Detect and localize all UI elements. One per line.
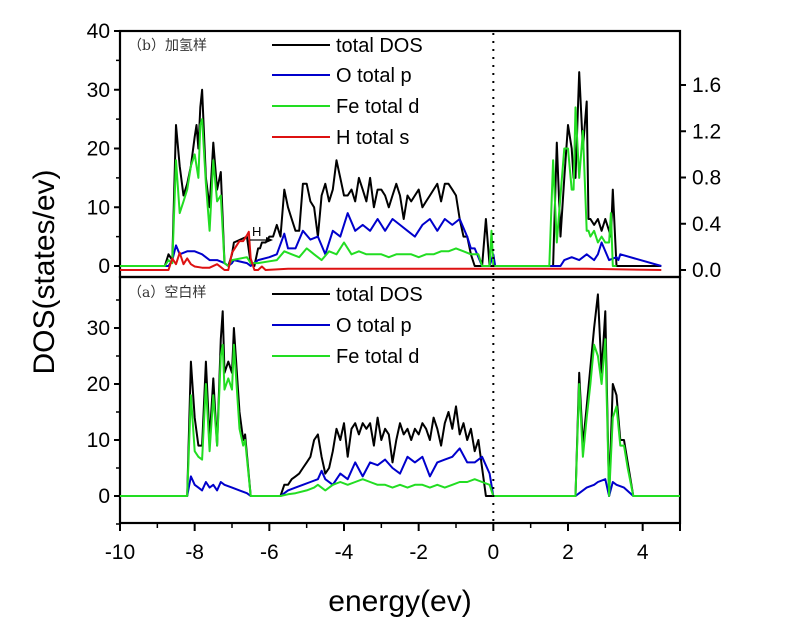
y-tick-label-a: 10 [87,429,110,452]
x-tick-label: -2 [409,541,428,564]
right-y-tick-label: 0.0 [692,259,721,282]
series-b-fe-total-d [120,106,617,267]
x-axis-title: energy(ev) [328,585,471,617]
right-y-tick-label: 0.4 [692,213,722,236]
legend-a-label-2: Fe total d [336,346,419,368]
x-tick-label: -6 [260,541,279,564]
legend-b-label-0: total DOS [336,35,423,57]
y-tick-label-b: 20 [87,138,110,161]
series-a-o-total-p [120,447,680,497]
series-b-o-total-p [120,212,662,267]
x-tick-label: 0 [487,541,499,564]
right-y-tick-label: 1.2 [692,120,721,143]
x-tick-label: 2 [562,541,574,564]
y-tick-label-b: 10 [87,196,110,219]
x-tick-label: 4 [637,541,649,564]
y-tick-label-b: 0 [98,255,110,278]
x-tick-label: -8 [185,541,204,564]
x-tick-label: -4 [335,541,354,564]
series-b-h-total-s [120,230,662,271]
legend-a-label-0: total DOS [336,284,423,306]
y-tick-label-a: 0 [98,485,110,508]
series-a-fe-total-d [120,338,680,497]
y-tick-label-a: 20 [87,373,110,396]
h-annotation-label: H [252,224,261,239]
legend-a: total DOS O total p Fe total d [272,284,423,368]
legend-b-label-3: H total s [336,127,409,149]
right-y-tick-label: 0.8 [692,167,721,190]
x-tick-label: -10 [105,541,135,564]
legend-b-label-1: O total p [336,65,412,87]
legend-b-label-2: Fe total d [336,96,419,118]
panel-b-series [120,71,662,271]
panel-a-label: （a）空白样 [128,285,206,301]
y-tick-label-b: 40 [87,20,110,43]
y-tick-label-b: 30 [87,79,110,102]
panel-b-label: （b）加氢样 [128,38,207,54]
right-y-tick-label: 1.6 [692,74,721,97]
legend-b: total DOS O total p Fe total d H total s [272,35,423,149]
legend-a-label-1: O total p [336,315,412,337]
h-annotation-arrow [250,237,273,243]
bottom-panel-frame [118,275,682,525]
panel-a-series [120,293,680,497]
y-tick-label-a: 30 [87,317,110,340]
y-axis-title: DOS(states/ev) [28,169,61,374]
